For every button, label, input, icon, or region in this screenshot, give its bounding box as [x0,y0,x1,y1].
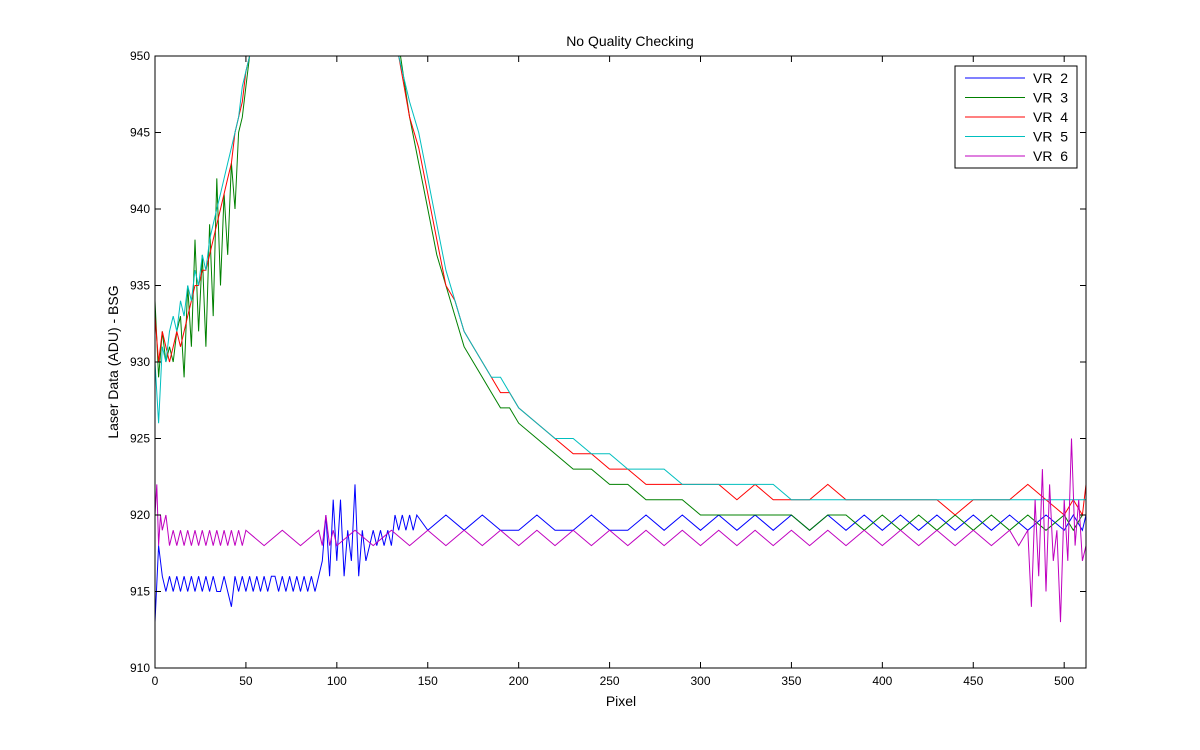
x-tick-label: 100 [327,674,347,688]
x-tick-label: 300 [690,674,710,688]
y-tick-label: 935 [130,279,150,293]
legend: VR 2 VR 3 VR 4 VR 5 VR 6 [954,65,1078,169]
y-tick-label: 920 [130,508,150,522]
series-line-1 [155,484,1086,623]
y-tick-label: 945 [130,126,150,140]
x-tick-label: 200 [509,674,529,688]
series-line-2 [155,56,1086,532]
y-tick-label: 940 [130,202,150,216]
x-tick-label: 400 [872,674,892,688]
series-line-4 [155,56,1086,501]
x-tick-label: 350 [781,674,801,688]
x-tick-label: 50 [239,674,253,688]
legend-label-4: VR 5 [1033,129,1068,145]
legend-label-1: VR 2 [1033,70,1068,86]
x-tick-label: 500 [1054,674,1074,688]
x-tick-label: 450 [963,674,983,688]
chart-title: No Quality Checking [566,33,694,49]
y-tick-label: 930 [130,355,150,369]
ticks-group: 0 50 100 150 200 250 300 350 400 450 500 910 915 920 9… [130,49,1086,688]
legend-label-5: VR 6 [1033,148,1068,164]
x-axis-label: Pixel [606,693,636,709]
x-tick-label: 250 [600,674,620,688]
plot-area: 0 50 100 150 200 250 300 350 400 450 500 910 915 920 9… [130,49,1087,688]
y-tick-label: 950 [130,49,150,63]
y-tick-label: 925 [130,432,150,446]
y-axis-label: Laser Data (ADU) - BSG [105,285,121,438]
series-group [155,56,1086,623]
x-tick-label: 0 [152,674,159,688]
y-tick-label: 915 [130,585,150,599]
axes-background [155,56,1086,668]
y-tick-label: 910 [130,661,150,675]
legend-label-3: VR 4 [1033,109,1068,125]
legend-label-2: VR 3 [1033,90,1068,106]
x-tick-label: 150 [418,674,438,688]
series-line-5 [155,438,1086,623]
